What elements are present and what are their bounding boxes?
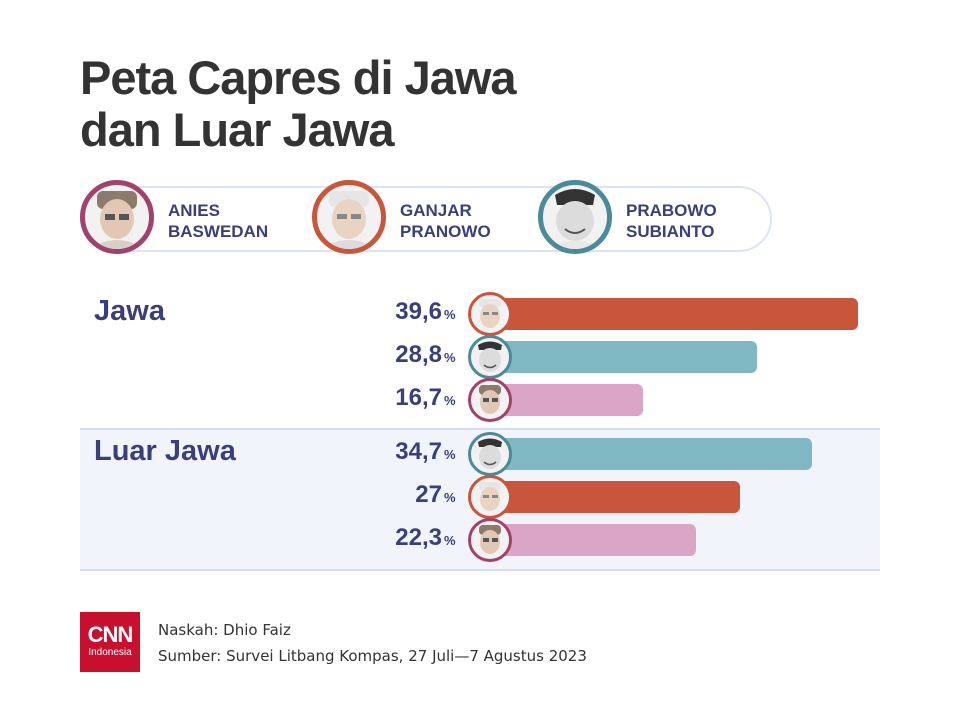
cnn-indonesia-logo: CNN Indonesia (80, 612, 140, 672)
chart-title: Peta Capres di Jawa dan Luar Jawa (80, 51, 517, 156)
bar-prabowo (490, 438, 812, 470)
region-label-luar-jawa: Luar Jawa (94, 435, 236, 467)
bar-row-prabowo: 34,7% (0, 432, 960, 476)
prabowo-portrait-icon (468, 432, 512, 476)
percent-sign: % (444, 307, 456, 322)
bar-anies (490, 524, 696, 556)
ganjar-portrait-icon (468, 475, 512, 519)
bar-value-label: 34,7 (395, 438, 442, 465)
percent-sign: % (444, 533, 456, 548)
ganjar-portrait-icon (312, 180, 386, 254)
prabowo-portrait-icon (538, 180, 612, 254)
percent-sign: % (444, 490, 456, 505)
bar-anies (490, 384, 643, 416)
bar-value-label: 27 (415, 481, 442, 508)
legend-name-prabowo: PRABOWO SUBIANTO (626, 201, 717, 241)
bar-prabowo (490, 341, 757, 373)
percent-sign: % (444, 393, 456, 408)
title-line-1: Peta Capres di Jawa (80, 51, 517, 104)
percent-sign: % (444, 447, 456, 462)
bar-value-label: 16,7 (395, 384, 442, 411)
bar-row-ganjar: 39,6% (0, 292, 960, 336)
region-label-jawa: Jawa (94, 295, 165, 327)
bar-row-anies: 22,3% (0, 518, 960, 562)
anies-portrait-icon (468, 518, 512, 562)
bar-row-prabowo: 28,8% (0, 335, 960, 379)
bar-value-label: 28,8 (395, 341, 442, 368)
bar-ganjar (490, 298, 858, 330)
credit-sumber: Sumber: Survei Litbang Kompas, 27 Juli—7… (158, 647, 587, 665)
legend-name-ganjar: GANJAR PRANOWO (400, 201, 491, 241)
prabowo-portrait-icon (468, 335, 512, 379)
percent-sign: % (444, 350, 456, 365)
credit-naskah: Naskah: Dhio Faiz (158, 621, 291, 639)
legend-name-anies: ANIES BASWEDAN (168, 201, 269, 241)
bar-row-ganjar: 27% (0, 475, 960, 519)
anies-portrait-icon (80, 180, 154, 254)
anies-portrait-icon (468, 378, 512, 422)
title-line-2: dan Luar Jawa (80, 103, 394, 156)
bar-value-label: 39,6 (395, 298, 442, 325)
ganjar-portrait-icon (468, 292, 512, 336)
bar-value-label: 22,3 (395, 524, 442, 551)
bar-row-anies: 16,7% (0, 378, 960, 422)
bar-ganjar (490, 481, 740, 513)
